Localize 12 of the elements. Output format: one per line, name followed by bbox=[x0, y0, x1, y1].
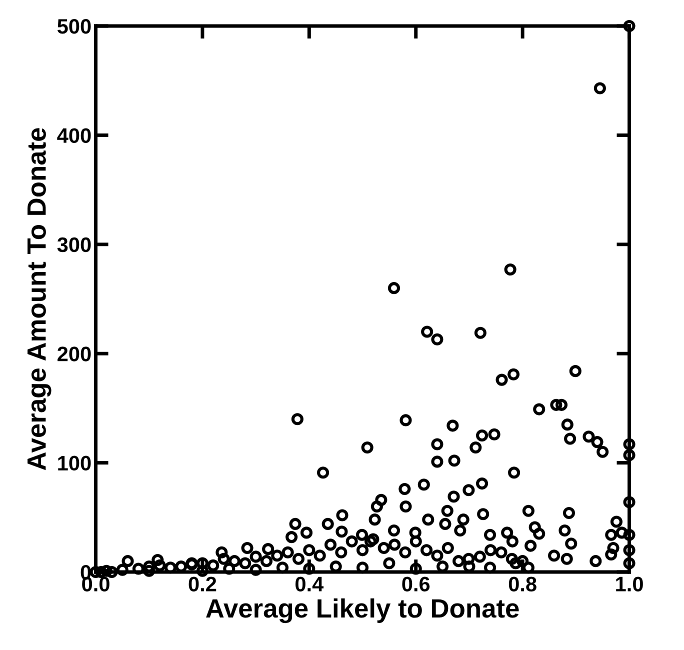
y-tick-label: 200 bbox=[58, 346, 91, 362]
x-tick-label: 0.2 bbox=[188, 576, 216, 592]
x-tick-label: 0.6 bbox=[402, 576, 430, 592]
y-tick-label: 100 bbox=[58, 456, 91, 471]
y-tick-label: 400 bbox=[57, 128, 91, 143]
y-tick-label: 500 bbox=[57, 19, 91, 34]
y-tick-label: 300 bbox=[57, 237, 91, 252]
x-tick-label: 0.8 bbox=[508, 576, 536, 592]
x-tick-label: 0.4 bbox=[296, 576, 324, 592]
x-axis-title: Average Likely to Donate bbox=[206, 598, 519, 624]
x-tick-label: 1.0 bbox=[616, 576, 643, 592]
y-axis-title: Average Amount To Donate bbox=[28, 128, 52, 470]
